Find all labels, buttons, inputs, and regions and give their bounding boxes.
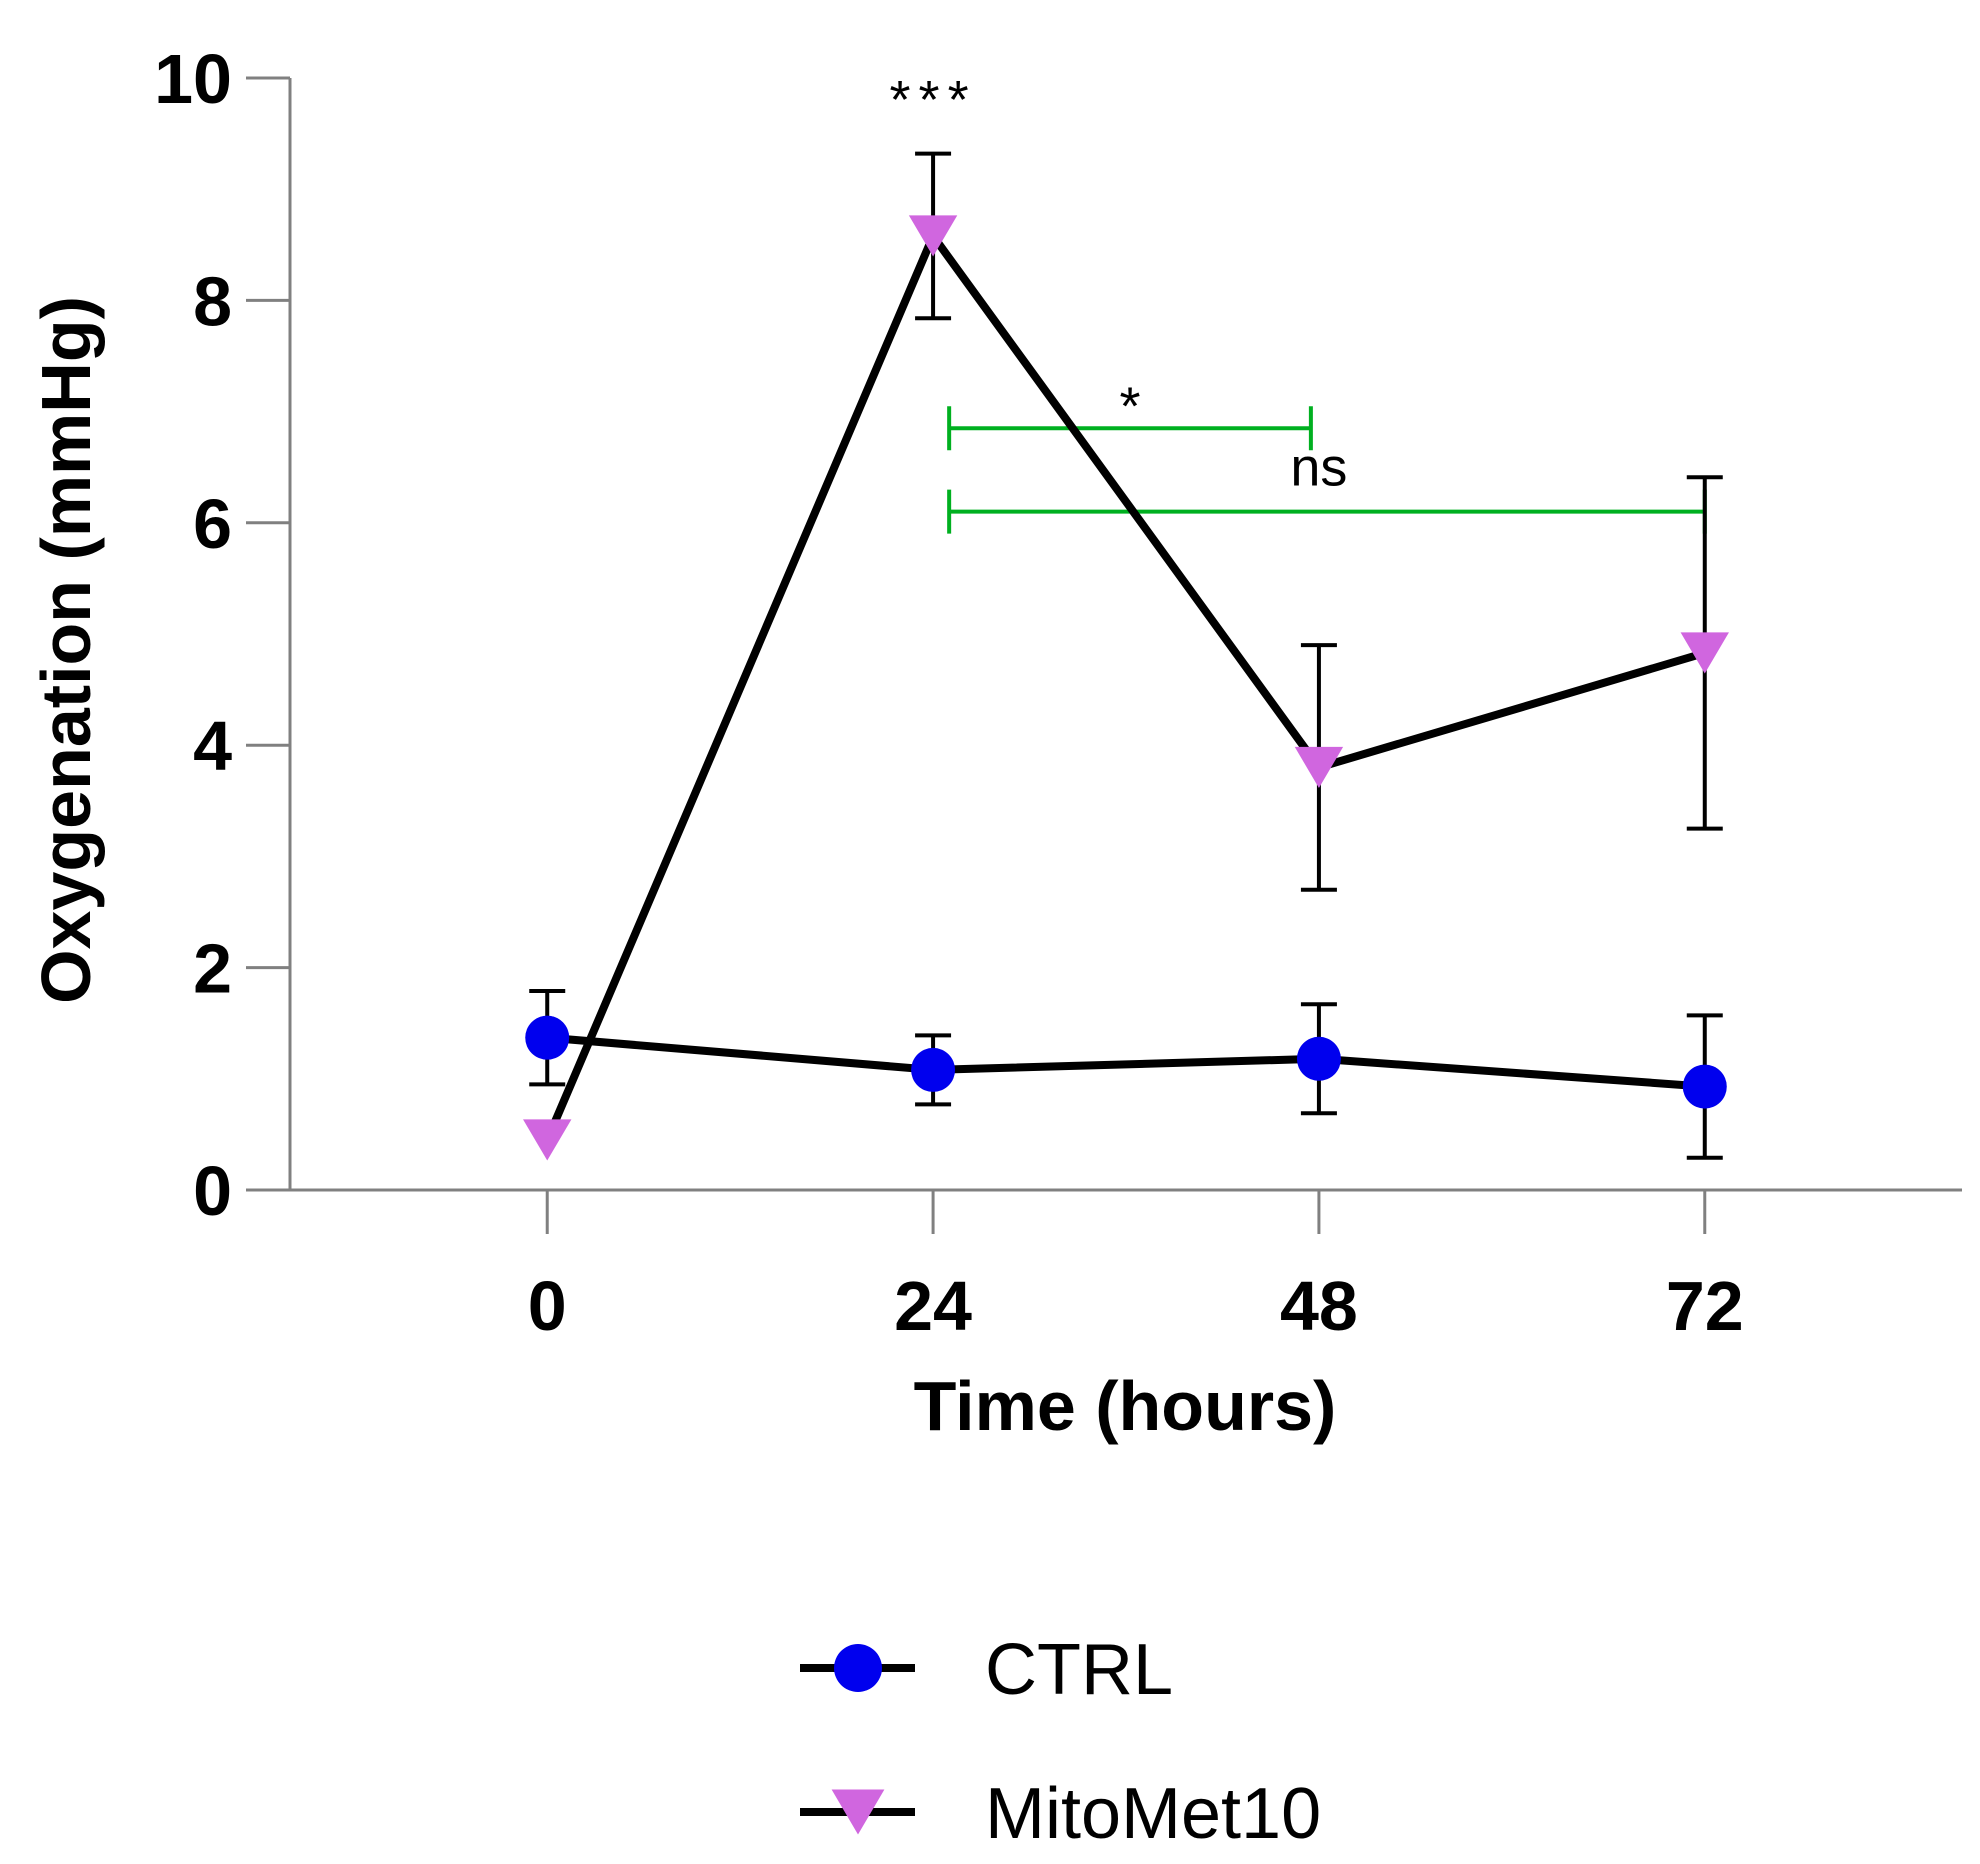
data-point-mitomet10-48 [1294, 746, 1344, 789]
data-point-ctrl-24 [911, 1047, 956, 1092]
x-tick-label-0: 0 [528, 1267, 567, 1345]
data-point-ctrl-48 [1296, 1036, 1341, 1081]
series-ctrl [525, 988, 1727, 1160]
x-tick-label-24: 24 [894, 1267, 972, 1345]
y-tick-label-8: 8 [193, 262, 232, 340]
y-axis-title: Oxygenation (mmHg) [27, 296, 105, 1004]
data-point-mitomet10-0 [523, 1119, 572, 1161]
data-point-ctrl-72 [1682, 1064, 1727, 1109]
legend-label-ctrl: CTRL [985, 1630, 1173, 1710]
legend-item-mitomet10: MitoMet10 [800, 1774, 1321, 1854]
significance-label-0: *** [890, 70, 977, 130]
x-tick-label-72: 72 [1666, 1267, 1744, 1345]
y-tick-label-2: 2 [193, 930, 232, 1008]
legend-marker-mitomet10 [831, 1789, 885, 1835]
x-tick-label-48: 48 [1280, 1267, 1358, 1345]
legend-item-ctrl: CTRL [800, 1630, 1173, 1710]
significance-label-1: * [1120, 376, 1141, 436]
y-tick-label-10: 10 [154, 40, 232, 118]
series-line-ctrl [546, 1033, 1706, 1091]
series-mitomet10 [523, 151, 1729, 1161]
data-point-mitomet10-24 [908, 215, 958, 257]
legend-marker-ctrl [834, 1644, 882, 1692]
legend: CTRL MitoMet10 [800, 1630, 1321, 1854]
significance-annotations: ****ns [890, 70, 1707, 534]
y-tick-label-0: 0 [193, 1152, 232, 1230]
y-tick-label-6: 6 [193, 485, 232, 563]
data-series [523, 151, 1729, 1161]
y-tick-label-4: 4 [193, 707, 232, 785]
data-point-mitomet10-72 [1680, 632, 1729, 674]
significance-label-2: ns [1290, 438, 1347, 498]
legend-label-mitomet10: MitoMet10 [985, 1774, 1321, 1854]
series-line-mitomet10 [543, 231, 1706, 1142]
x-axis-title: Time (hours) [914, 1367, 1337, 1445]
data-point-ctrl-0 [525, 1015, 570, 1060]
